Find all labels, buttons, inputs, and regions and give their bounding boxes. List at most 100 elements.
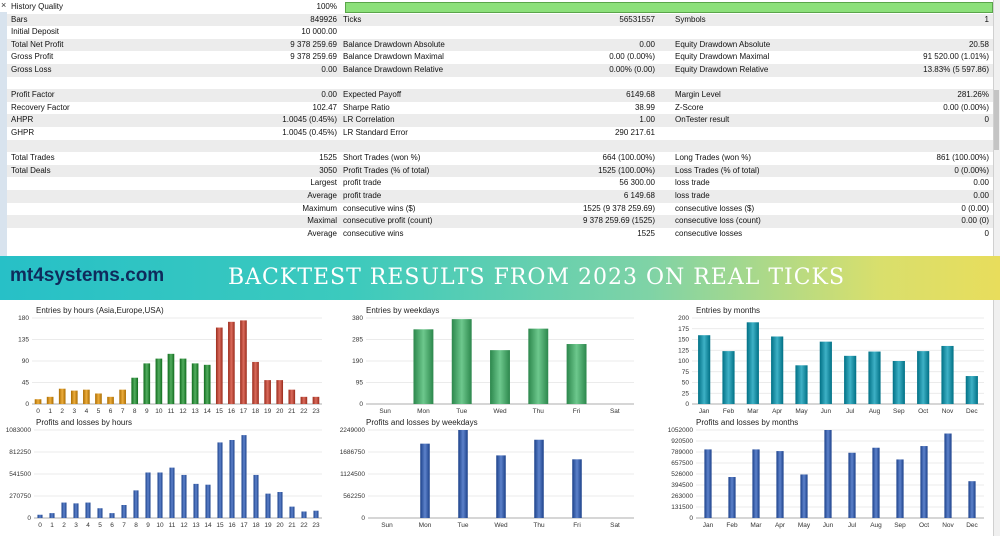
charts-area: Entries by hours (Asia,Europe,USA) 0 45 90… (0, 300, 1000, 536)
col3-value: 0 (0.00%) (954, 165, 989, 175)
bar[interactable] (252, 361, 259, 404)
col3-value: 0.00 (0) (961, 216, 989, 226)
bar[interactable] (276, 380, 284, 404)
bar[interactable] (771, 336, 784, 404)
bar[interactable] (61, 502, 67, 518)
y-tick-label: 1686750 (340, 449, 366, 456)
bar[interactable] (37, 514, 43, 518)
bar[interactable] (965, 376, 978, 404)
bar[interactable] (872, 447, 880, 518)
bar[interactable] (46, 396, 54, 404)
bar[interactable] (800, 474, 808, 518)
bar[interactable] (157, 472, 163, 518)
bar[interactable] (253, 474, 259, 518)
bar[interactable] (288, 389, 296, 404)
bar[interactable] (920, 446, 928, 518)
bar[interactable] (193, 483, 199, 518)
bar[interactable] (917, 351, 930, 404)
bar[interactable] (566, 344, 587, 404)
col1-value: Maximum (302, 203, 337, 213)
bar[interactable] (265, 493, 271, 518)
bar[interactable] (490, 350, 510, 404)
bar[interactable] (49, 513, 55, 518)
bar[interactable] (155, 358, 163, 404)
bar[interactable] (169, 467, 175, 518)
bar[interactable] (420, 443, 430, 518)
bar[interactable] (776, 451, 784, 518)
y-tick-label: 526000 (671, 471, 693, 478)
bar[interactable] (746, 322, 759, 404)
bar[interactable] (795, 365, 808, 404)
bar[interactable] (819, 341, 832, 404)
bar[interactable] (119, 389, 126, 404)
bar[interactable] (145, 472, 151, 518)
col1-value: 9 378 259.69 (290, 39, 337, 49)
bar[interactable] (752, 449, 760, 518)
bar[interactable] (85, 502, 91, 518)
bar[interactable] (83, 389, 90, 404)
x-tick-label: Sun (379, 408, 391, 415)
vertical-scrollbar[interactable] (993, 0, 1000, 256)
bar[interactable] (109, 513, 115, 518)
bar[interactable] (896, 459, 904, 518)
bar[interactable] (264, 380, 271, 404)
charts-scrollbar[interactable] (993, 300, 1000, 536)
bar[interactable] (203, 364, 211, 404)
bar[interactable] (844, 355, 857, 404)
bar[interactable] (722, 351, 735, 404)
bar[interactable] (534, 439, 544, 518)
bar[interactable] (312, 396, 320, 404)
bar[interactable] (528, 328, 549, 404)
bar[interactable] (868, 351, 881, 404)
bar[interactable] (34, 399, 42, 404)
brand-logo-text[interactable]: mt4systems.com (10, 265, 165, 286)
bar[interactable] (181, 474, 187, 518)
bar[interactable] (572, 459, 582, 518)
bar[interactable] (458, 430, 468, 518)
bar[interactable] (229, 439, 235, 518)
scrollbar-thumb[interactable] (994, 90, 999, 150)
bar[interactable] (217, 442, 223, 518)
bar[interactable] (289, 506, 295, 518)
bar[interactable] (892, 361, 905, 404)
bar[interactable] (97, 508, 103, 518)
bar[interactable] (95, 393, 102, 404)
bar[interactable] (698, 335, 711, 404)
bar[interactable] (848, 452, 856, 518)
bar[interactable] (73, 503, 79, 518)
bar[interactable] (944, 433, 952, 518)
bar[interactable] (301, 511, 307, 518)
bar[interactable] (313, 510, 319, 518)
col1-label: AHPR (11, 115, 34, 125)
bar[interactable] (70, 390, 78, 404)
bar[interactable] (300, 396, 308, 404)
bar[interactable] (941, 345, 954, 404)
bar[interactable] (228, 321, 235, 404)
bar[interactable] (240, 320, 247, 404)
y-tick-label: 135 (18, 337, 29, 344)
bar[interactable] (704, 449, 712, 518)
bar[interactable] (451, 319, 472, 404)
bar[interactable] (167, 353, 175, 404)
bar[interactable] (205, 484, 211, 518)
bar[interactable] (121, 504, 127, 518)
bar[interactable] (179, 358, 187, 404)
bar[interactable] (58, 388, 66, 404)
bar[interactable] (131, 377, 139, 404)
bar[interactable] (496, 455, 506, 518)
bar[interactable] (968, 481, 976, 518)
bar[interactable] (824, 430, 832, 518)
x-tick-label: Jan (699, 408, 710, 415)
close-icon[interactable]: × (1, 0, 7, 10)
bar[interactable] (133, 490, 139, 518)
bar[interactable] (191, 363, 199, 404)
bar[interactable] (143, 363, 151, 404)
bar[interactable] (107, 396, 114, 404)
bar[interactable] (728, 477, 736, 518)
bar[interactable] (277, 491, 283, 518)
col3-value: 0.00 (0.00%) (943, 102, 989, 112)
bar[interactable] (215, 327, 223, 404)
bar[interactable] (241, 435, 247, 518)
bar[interactable] (413, 329, 434, 404)
col1-value: Maximal (307, 216, 337, 226)
